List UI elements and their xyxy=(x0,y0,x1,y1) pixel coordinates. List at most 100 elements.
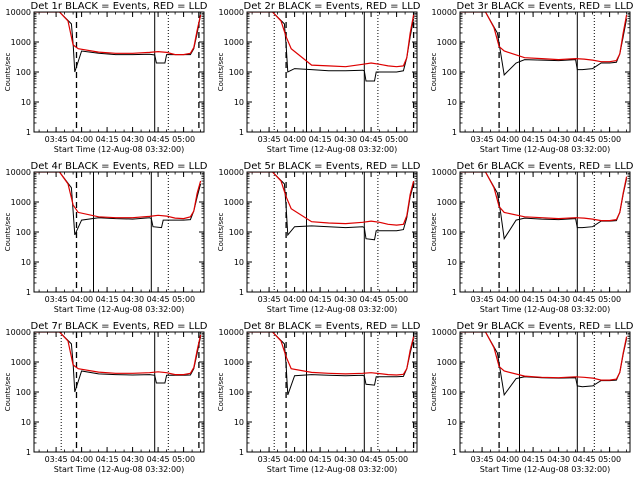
series-line-lld xyxy=(460,172,628,222)
x-tick-label: 05:00 xyxy=(385,135,408,144)
y-tick-label: 10 xyxy=(21,98,31,107)
y-tick-label: 1000 xyxy=(437,198,457,207)
y-tick-label: 1000 xyxy=(11,198,31,207)
series-line-lld xyxy=(460,12,628,63)
series-line-events xyxy=(460,332,628,397)
x-tick-label: 04:15 xyxy=(96,455,119,464)
x-tick-label: 04:00 xyxy=(496,135,519,144)
y-axis-label: Counts/sec xyxy=(430,213,438,252)
series-line-lld xyxy=(247,332,415,376)
y-tick-label: 100 xyxy=(229,228,244,237)
y-tick-label: 10 xyxy=(21,418,31,427)
x-tick-label: 05:00 xyxy=(172,295,195,304)
x-tick-label: 04:30 xyxy=(334,295,357,304)
y-tick-label: 1000 xyxy=(224,198,244,207)
y-tick-label: 10 xyxy=(447,258,457,267)
plot-frame xyxy=(459,331,631,453)
y-tick-label: 100 xyxy=(16,228,31,237)
x-tick-label: 04:30 xyxy=(547,455,570,464)
x-tick-label: 04:30 xyxy=(121,135,144,144)
x-tick-label: 03:45 xyxy=(258,135,281,144)
plot-frame xyxy=(33,171,205,293)
y-tick-label: 1000 xyxy=(437,38,457,47)
y-tick-label: 10 xyxy=(447,98,457,107)
x-tick-label: 04:30 xyxy=(121,295,144,304)
plot-frame xyxy=(33,331,205,453)
y-tick-label: 10000 xyxy=(6,8,31,17)
x-tick-label: 04:45 xyxy=(573,295,596,304)
x-tick-label: 04:15 xyxy=(522,455,545,464)
series-line-lld xyxy=(247,172,415,226)
chart-panel-det-6r: Det 6r BLACK = Events, RED = LLD Counts/s… xyxy=(426,160,639,320)
x-axis-label: Start Time (12-Aug-08 03:32:00) xyxy=(267,145,398,154)
series-line-events xyxy=(460,172,628,241)
x-axis-label: Start Time (12-Aug-08 03:32:00) xyxy=(480,465,611,474)
x-tick-label: 04:15 xyxy=(309,135,332,144)
y-tick-label: 1 xyxy=(452,448,457,457)
y-tick-label: 1 xyxy=(26,128,31,137)
chart-title: Det 2r BLACK = Events, RED = LLD xyxy=(244,1,421,12)
y-tick-label: 100 xyxy=(229,68,244,77)
y-tick-label: 1000 xyxy=(11,358,31,367)
chart-svg: Det 4r BLACK = Events, RED = LLD Counts/s… xyxy=(4,161,208,314)
series-line-lld xyxy=(460,332,628,381)
x-tick-label: 05:00 xyxy=(172,455,195,464)
x-tick-label: 03:45 xyxy=(471,295,494,304)
series-line-events xyxy=(247,172,415,241)
y-tick-label: 1 xyxy=(26,448,31,457)
y-tick-label: 10000 xyxy=(6,328,31,337)
chart-svg: Det 1r BLACK = Events, RED = LLD Counts/s… xyxy=(4,1,208,154)
y-tick-label: 1 xyxy=(26,288,31,297)
x-tick-label: 03:45 xyxy=(45,295,68,304)
x-tick-label: 04:00 xyxy=(283,455,306,464)
x-tick-label: 04:45 xyxy=(147,295,170,304)
y-tick-label: 10000 xyxy=(432,328,457,337)
x-axis-label: Start Time (12-Aug-08 03:32:00) xyxy=(54,305,185,314)
y-tick-label: 1 xyxy=(239,288,244,297)
series-line-events xyxy=(247,332,415,396)
plot-frame xyxy=(33,11,205,133)
y-tick-label: 100 xyxy=(16,388,31,397)
chart-title: Det 6r BLACK = Events, RED = LLD xyxy=(457,161,634,172)
x-tick-label: 05:00 xyxy=(385,295,408,304)
plot-frame xyxy=(459,11,631,133)
y-axis-label: Counts/sec xyxy=(217,213,225,252)
y-axis-label: Counts/sec xyxy=(430,53,438,92)
chart-panel-det-8r: Det 8r BLACK = Events, RED = LLD Counts/s… xyxy=(213,320,426,480)
x-tick-label: 03:45 xyxy=(471,455,494,464)
chart-panel-det-7r: Det 7r BLACK = Events, RED = LLD Counts/s… xyxy=(0,320,213,480)
x-tick-label: 04:15 xyxy=(522,135,545,144)
y-tick-label: 10 xyxy=(234,258,244,267)
chart-svg: Det 9r BLACK = Events, RED = LLD Counts/s… xyxy=(430,321,634,474)
x-tick-label: 05:00 xyxy=(385,455,408,464)
x-tick-label: 05:00 xyxy=(598,295,621,304)
chart-title: Det 8r BLACK = Events, RED = LLD xyxy=(244,321,421,332)
y-axis-label: Counts/sec xyxy=(217,373,225,412)
y-tick-label: 10 xyxy=(234,98,244,107)
chart-svg: Det 5r BLACK = Events, RED = LLD Counts/s… xyxy=(217,161,421,314)
y-axis-label: Counts/sec xyxy=(4,373,12,412)
x-tick-label: 04:45 xyxy=(147,135,170,144)
x-tick-label: 04:00 xyxy=(496,295,519,304)
x-tick-label: 03:45 xyxy=(258,295,281,304)
y-tick-label: 1 xyxy=(452,288,457,297)
y-axis-label: Counts/sec xyxy=(4,53,12,92)
chart-title: Det 7r BLACK = Events, RED = LLD xyxy=(31,321,208,332)
x-tick-label: 04:30 xyxy=(334,455,357,464)
x-axis-label: Start Time (12-Aug-08 03:32:00) xyxy=(267,465,398,474)
x-tick-label: 04:30 xyxy=(547,135,570,144)
series-line-lld xyxy=(34,12,202,56)
plot-frame xyxy=(246,171,418,293)
chart-svg: Det 6r BLACK = Events, RED = LLD Counts/s… xyxy=(430,161,634,314)
x-tick-label: 04:45 xyxy=(360,135,383,144)
x-axis-label: Start Time (12-Aug-08 03:32:00) xyxy=(54,145,185,154)
x-tick-label: 04:00 xyxy=(283,295,306,304)
x-tick-label: 04:30 xyxy=(121,455,144,464)
x-tick-label: 03:45 xyxy=(258,455,281,464)
y-tick-label: 1 xyxy=(239,448,244,457)
chart-title: Det 5r BLACK = Events, RED = LLD xyxy=(244,161,421,172)
y-tick-label: 100 xyxy=(229,388,244,397)
series-line-lld xyxy=(247,12,415,68)
chart-title: Det 3r BLACK = Events, RED = LLD xyxy=(457,1,634,12)
